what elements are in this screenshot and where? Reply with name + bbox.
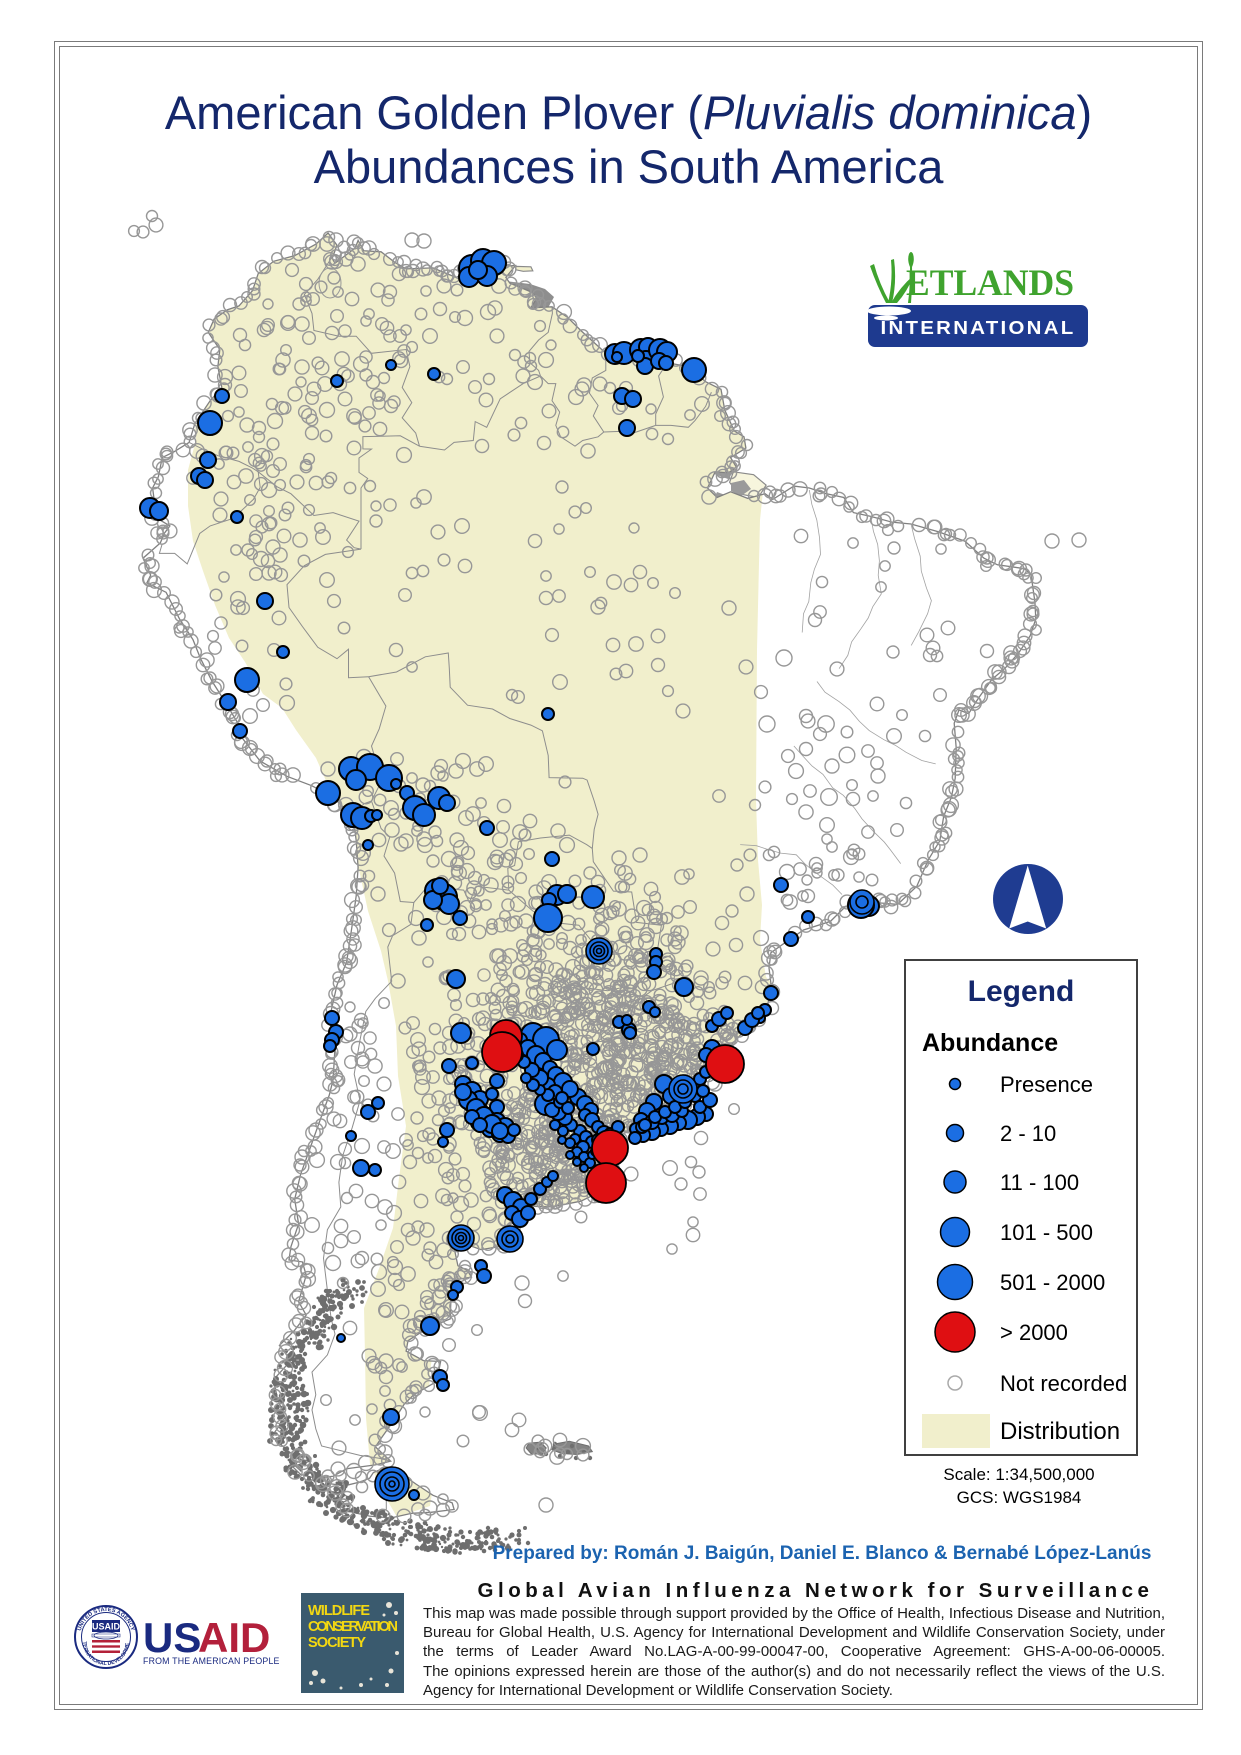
svg-text:FROM THE AMERICAN PEOPLE: FROM THE AMERICAN PEOPLE xyxy=(143,1656,280,1666)
svg-text:US: US xyxy=(143,1614,201,1661)
svg-text:WILDLIFE: WILDLIFE xyxy=(308,1603,370,1619)
svg-text:AID: AID xyxy=(198,1614,270,1661)
svg-text:CONSERVATION: CONSERVATION xyxy=(308,1619,398,1635)
svg-text:SOCIETY: SOCIETY xyxy=(308,1635,366,1651)
svg-text:USAID: USAID xyxy=(92,1622,121,1632)
svg-text:INTERNATIONAL: INTERNATIONAL xyxy=(881,318,1076,338)
svg-text:ETLANDS: ETLANDS xyxy=(906,263,1074,304)
